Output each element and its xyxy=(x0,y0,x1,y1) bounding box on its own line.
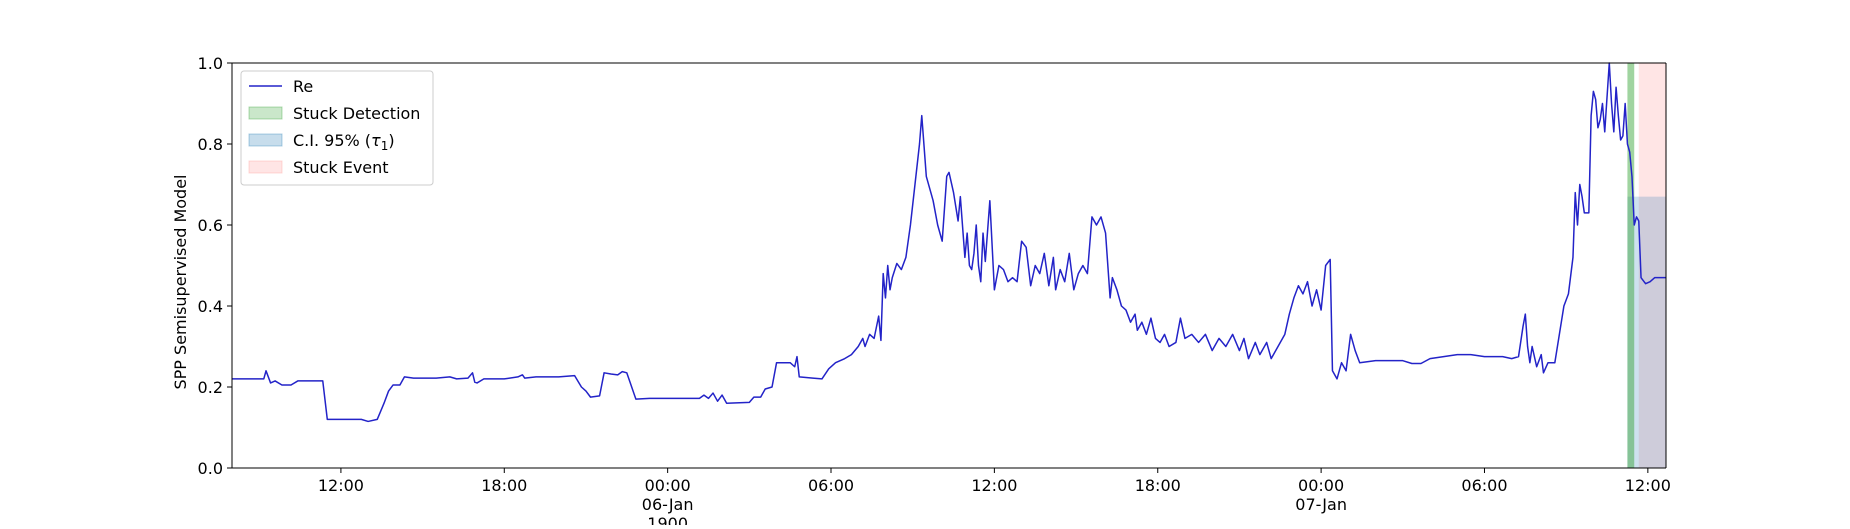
spans-layer xyxy=(1627,63,1666,468)
y-tick-label: 0.6 xyxy=(198,216,223,235)
x-tick-label: 12:00 xyxy=(318,476,364,495)
span-c-i-95-1 xyxy=(1627,196,1666,468)
x-tick-label: 00:00 xyxy=(645,476,691,495)
legend-box xyxy=(240,70,434,186)
legend-swatch-stuck-event xyxy=(248,160,283,174)
legend-label-re: Re xyxy=(293,77,313,96)
y-tick-label: 0.8 xyxy=(198,135,223,154)
series-line-re xyxy=(232,62,1666,423)
axes-layer xyxy=(231,62,1667,469)
series-layer xyxy=(232,62,1666,423)
ticks-layer: 0.00.20.40.60.81.012:00 18:00 00:0006-Jan1… xyxy=(198,54,1671,529)
x-tick-label: 06:00 xyxy=(808,476,854,495)
legend-label-stuck-event: Stuck Event xyxy=(293,158,389,177)
x-tick-year-label: 1900 xyxy=(647,514,688,525)
y-tick-label: 0.4 xyxy=(198,297,223,316)
legend-label-stuck-detection: Stuck Detection xyxy=(293,104,420,123)
y-axis-title: SPP Semisupervised Model xyxy=(171,175,190,390)
x-tick-label: 06:00 xyxy=(1461,476,1507,495)
legend-swatch-c-i-95-1 xyxy=(248,133,283,147)
x-tick-label: 12:00 xyxy=(1625,476,1671,495)
x-tick-date-label: 06-Jan xyxy=(642,495,694,514)
x-tick-label: 18:00 xyxy=(1135,476,1181,495)
y-tick-label: 0.2 xyxy=(198,378,223,397)
span-stuck-event xyxy=(1638,63,1666,468)
legend-label-c-i-95-1: C.I. 95% (τ1) xyxy=(293,131,395,153)
x-tick-date-label: 07-Jan xyxy=(1295,495,1347,514)
x-tick-label: 00:00 xyxy=(1298,476,1344,495)
y-tick-label: 1.0 xyxy=(198,54,223,73)
y-tick-label: 0.0 xyxy=(198,459,223,478)
legend: Re Stuck Detection C.I. 95% (τ1) Stuck Even… xyxy=(240,70,434,186)
legend-swatch-stuck-detection xyxy=(248,106,283,120)
x-tick-label: 18:00 xyxy=(481,476,527,495)
x-tick-label: 12:00 xyxy=(971,476,1017,495)
span-stuck-detection xyxy=(1627,63,1635,468)
